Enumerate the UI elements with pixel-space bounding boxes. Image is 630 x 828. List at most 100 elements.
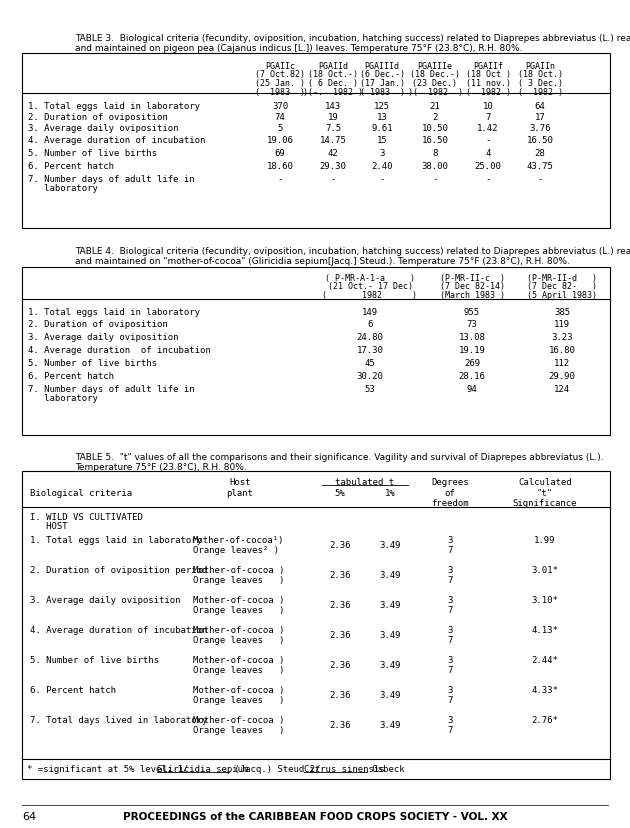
Text: Degrees: Degrees [431, 478, 469, 486]
Text: 13: 13 [377, 113, 387, 122]
Text: 7: 7 [447, 696, 453, 704]
Text: of: of [445, 489, 455, 498]
Text: 1%: 1% [385, 489, 396, 498]
Text: 3.01*: 3.01* [532, 566, 558, 575]
Text: 124: 124 [554, 384, 570, 393]
Text: (  1982 ): ( 1982 ) [466, 88, 510, 96]
Text: -: - [277, 175, 283, 184]
Text: 2.36: 2.36 [329, 600, 351, 609]
Text: 69: 69 [275, 149, 285, 158]
Text: 17.30: 17.30 [357, 345, 384, 354]
Text: PGAIIn: PGAIIn [525, 62, 555, 71]
Text: 3.49: 3.49 [379, 720, 401, 729]
Text: 3.76: 3.76 [529, 124, 551, 132]
Text: plant: plant [227, 489, 253, 498]
Text: 2. Duration of oviposition: 2. Duration of oviposition [28, 320, 168, 329]
Text: 3. Average daily oviposition: 3. Average daily oviposition [28, 124, 178, 132]
Text: PGAIIId: PGAIIId [365, 62, 399, 71]
Text: 112: 112 [554, 359, 570, 368]
Text: 1. Total eggs laid in laboratory: 1. Total eggs laid in laboratory [28, 308, 200, 316]
Text: 2.36: 2.36 [329, 691, 351, 699]
Text: (March 1983 ): (March 1983 ) [440, 291, 505, 300]
Text: 9.61: 9.61 [371, 124, 392, 132]
Text: PGAIIf: PGAIIf [473, 62, 503, 71]
Text: 25.00: 25.00 [474, 161, 501, 171]
Text: 5. Number of live births: 5. Number of live births [28, 359, 157, 368]
Text: 7: 7 [447, 665, 453, 674]
Text: -: - [485, 136, 491, 145]
Text: HOST: HOST [30, 522, 67, 531]
Text: ( P-MR-A-1-a     ): ( P-MR-A-1-a ) [325, 274, 415, 282]
Text: 2.36: 2.36 [329, 720, 351, 729]
Text: Mother-of-cocoa ): Mother-of-cocoa ) [193, 595, 284, 604]
Text: 3.49: 3.49 [379, 660, 401, 669]
Text: 10.50: 10.50 [421, 124, 449, 132]
Text: 2.36: 2.36 [329, 660, 351, 669]
Text: Gliricidia sepium: Gliricidia sepium [158, 764, 249, 773]
Text: PGAIIIe: PGAIIIe [418, 62, 452, 71]
Text: 43.75: 43.75 [527, 161, 553, 171]
Text: 4.13*: 4.13* [532, 625, 558, 634]
Text: (P-MR-II-d   ): (P-MR-II-d ) [527, 274, 597, 282]
Text: (23 Dec.): (23 Dec.) [413, 79, 457, 88]
Text: laboratory: laboratory [28, 184, 98, 193]
Text: Citrus sinensis: Citrus sinensis [304, 764, 385, 773]
Text: Orange leaves   ): Orange leaves ) [193, 635, 284, 644]
Text: 24.80: 24.80 [357, 333, 384, 342]
Text: 19.19: 19.19 [459, 345, 486, 354]
Text: (18 Dec.-): (18 Dec.-) [410, 70, 460, 79]
Text: and maintained on pigeon pea (Cajanus indicus [L.]) leaves. Temperature 75°F (23: and maintained on pigeon pea (Cajanus in… [75, 44, 522, 53]
Text: 3.23: 3.23 [551, 333, 573, 342]
Text: (6 Dec.-): (6 Dec.-) [360, 70, 404, 79]
Text: 53: 53 [365, 384, 375, 393]
Text: 2.36: 2.36 [329, 630, 351, 639]
Text: 3. Average daily oviposition: 3. Average daily oviposition [28, 333, 178, 342]
Text: -: - [432, 175, 438, 184]
Text: TABLE 3.  Biological criteria (fecundity, oviposition, incubation, hatching succ: TABLE 3. Biological criteria (fecundity,… [75, 34, 630, 43]
Text: (18 Oct.-): (18 Oct.-) [308, 70, 358, 79]
Text: Orange leaves   ): Orange leaves ) [193, 605, 284, 614]
Text: "t": "t" [537, 489, 553, 498]
Text: 16.50: 16.50 [527, 136, 553, 145]
Bar [22, 471, 610, 779]
Text: 18.60: 18.60 [266, 161, 294, 171]
Text: Temperature 75°F (23.8°C), R.H. 80%.: Temperature 75°F (23.8°C), R.H. 80%. [75, 463, 247, 471]
Text: 3: 3 [447, 715, 453, 724]
Text: (17 Jan.): (17 Jan.) [360, 79, 404, 88]
Text: -: - [485, 175, 491, 184]
Text: Orange leaves² ): Orange leaves² ) [193, 546, 279, 554]
Text: ( 1983  ): ( 1983 ) [360, 88, 404, 96]
Text: 3.49: 3.49 [379, 630, 401, 639]
Text: (P-MR-II-c  ): (P-MR-II-c ) [440, 274, 505, 282]
Text: Orange leaves   ): Orange leaves ) [193, 725, 284, 734]
Text: 5%: 5% [335, 489, 345, 498]
Text: Orange leaves   ): Orange leaves ) [193, 575, 284, 585]
Text: 5: 5 [277, 124, 283, 132]
Text: 42: 42 [328, 149, 338, 158]
Text: Osbeck: Osbeck [367, 764, 405, 773]
Text: 17: 17 [535, 113, 546, 122]
Text: (  1983  ): ( 1983 ) [255, 88, 305, 96]
Text: and maintained on "mother-of-cocoa" (Gliricidia sepium[Jacq.] Steud.). Temperatu: and maintained on "mother-of-cocoa" (Gli… [75, 257, 570, 266]
Text: ( 3 Dec.): ( 3 Dec.) [517, 79, 563, 88]
Text: 2.36: 2.36 [329, 541, 351, 549]
Text: (11 nov.): (11 nov.) [466, 79, 510, 88]
Text: ( 6 Dec. ): ( 6 Dec. ) [308, 79, 358, 88]
Text: (7 Dec 82-   ): (7 Dec 82- ) [527, 282, 597, 291]
Text: PGAIId: PGAIId [318, 62, 348, 71]
Text: Biological criteria: Biological criteria [30, 489, 132, 498]
Text: PROCEEDINGS of the CARIBBEAN FOOD CROPS SOCIETY - VOL. XX: PROCEEDINGS of the CARIBBEAN FOOD CROPS … [123, 811, 507, 821]
Text: TABLE 5.  "t" values of all the comparisons and their significance. Vagility and: TABLE 5. "t" values of all the compariso… [75, 452, 604, 461]
Text: (18 Oct.): (18 Oct.) [517, 70, 563, 79]
Text: 7: 7 [447, 725, 453, 734]
Text: 4. Average duration of incubation: 4. Average duration of incubation [30, 625, 207, 634]
Text: 6: 6 [367, 320, 373, 329]
Text: 5. Number of live births: 5. Number of live births [30, 655, 159, 664]
Text: 7: 7 [447, 575, 453, 585]
Text: (       1982      ): ( 1982 ) [323, 291, 418, 300]
Text: 370: 370 [272, 102, 288, 111]
Text: 7: 7 [485, 113, 491, 122]
Text: 3: 3 [379, 149, 385, 158]
Text: )(  1982  ): )( 1982 ) [408, 88, 462, 96]
Text: 21: 21 [430, 102, 440, 111]
